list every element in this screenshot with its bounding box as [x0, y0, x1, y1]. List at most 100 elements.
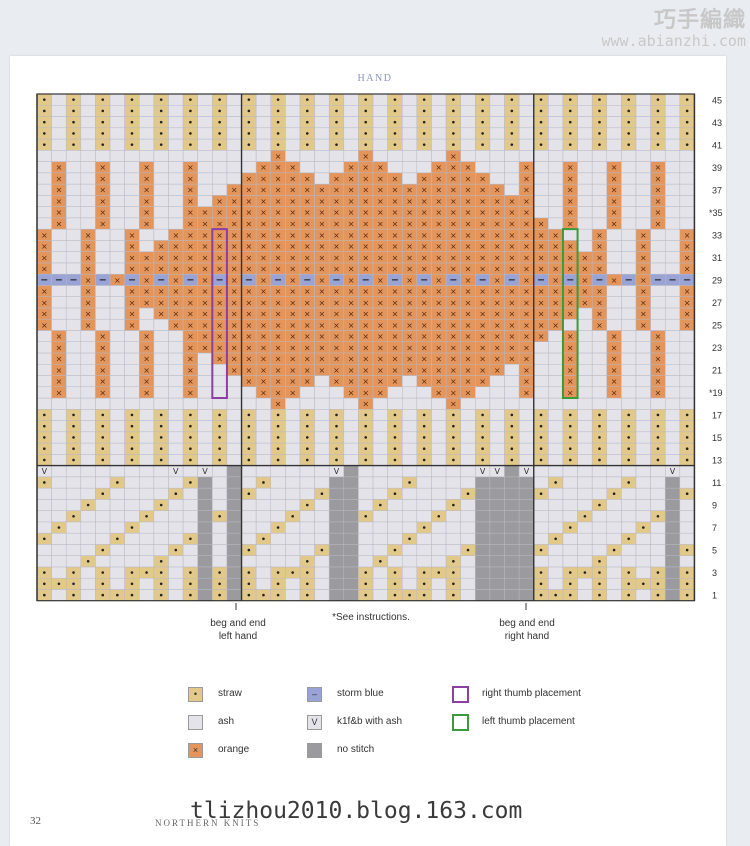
- grid-cell: [226, 161, 242, 174]
- orange-cross: ×: [202, 253, 209, 262]
- orange-cross: ×: [377, 343, 384, 352]
- storm-blue-swatch: –: [307, 687, 322, 702]
- straw-dot: [539, 548, 543, 552]
- straw-dot: [276, 120, 280, 124]
- grid-cell: [548, 352, 564, 365]
- orange-cross: ×: [567, 332, 574, 341]
- orange-cross: ×: [465, 219, 472, 228]
- grid-cell: [80, 206, 96, 219]
- straw-dot: [393, 458, 397, 462]
- straw-dot: [43, 436, 46, 439]
- orange-cross: ×: [319, 219, 326, 228]
- orange-cross: ×: [129, 265, 136, 274]
- orange-cross: ×: [508, 298, 515, 307]
- straw-dot: [685, 458, 689, 462]
- orange-cross: ×: [494, 355, 501, 364]
- orange-cross: ×: [494, 366, 501, 375]
- grid-cell: [460, 150, 476, 162]
- orange-cross: ×: [362, 265, 369, 274]
- grid-cell: [650, 285, 666, 297]
- orange-cross: ×: [333, 310, 340, 319]
- grid-cell: [533, 352, 549, 365]
- straw-dot: [685, 492, 689, 496]
- grid-cell: [124, 397, 140, 410]
- orange-cross: ×: [348, 287, 355, 296]
- straw-dot: [159, 120, 163, 124]
- orange-cross: ×: [406, 208, 413, 217]
- orange-cross: ×: [552, 265, 559, 274]
- grid-cell: [299, 532, 315, 545]
- grid-cell: [577, 521, 593, 534]
- straw-dot: [685, 548, 689, 552]
- grid-cell: [65, 352, 82, 365]
- straw-dot: [218, 593, 221, 597]
- grid-cell: [664, 172, 681, 185]
- grid-cell: [504, 183, 520, 196]
- orange-cross: ×: [202, 242, 209, 251]
- grid-cell: [36, 217, 52, 230]
- grid-cell: [460, 532, 476, 545]
- grid-cell: [124, 465, 140, 478]
- straw-dot: [656, 424, 660, 428]
- straw-dot: [305, 109, 309, 113]
- grid-cell: [109, 93, 125, 106]
- grid-cell: [139, 487, 155, 500]
- grid-cell: [328, 589, 345, 601]
- straw-dot: [568, 132, 572, 135]
- straw-dot: [466, 548, 470, 552]
- row-number: 39: [712, 163, 722, 173]
- grid-cell: [168, 420, 184, 433]
- grid-cell: [314, 465, 330, 478]
- grid-cell: [650, 307, 666, 320]
- grid-cell: [212, 555, 228, 568]
- straw-dot: [393, 120, 397, 124]
- blue-dash: [275, 279, 282, 281]
- grid-cell: [372, 465, 388, 478]
- straw-dot: [568, 143, 572, 146]
- grid-cell: [182, 499, 198, 511]
- grid-cell: [343, 510, 359, 523]
- grid-cell: [577, 228, 593, 241]
- grid-cell: [635, 454, 651, 466]
- orange-cross: ×: [450, 197, 457, 206]
- grid-cell: [328, 510, 345, 523]
- grid-cell: [124, 555, 140, 568]
- grid-cell: [518, 442, 534, 455]
- grid-cell: [51, 150, 67, 162]
- straw-dot: [116, 481, 119, 484]
- grid-cell: [402, 544, 418, 556]
- grid-cell: [664, 195, 681, 207]
- grid-cell: [168, 589, 184, 601]
- grid-cell: [489, 544, 505, 556]
- blue-dash: [362, 279, 369, 281]
- orange-cross: ×: [333, 332, 340, 341]
- straw-dot: [335, 143, 338, 146]
- grid-cell: [51, 465, 67, 478]
- straw-dot: [247, 571, 251, 574]
- legend-k1fb-label: k1f&b with ash: [337, 716, 403, 727]
- orange-cross: ×: [508, 332, 515, 341]
- orange-cross: ×: [435, 287, 442, 296]
- grid-cell: [95, 510, 111, 523]
- grid-cell: [343, 93, 359, 106]
- grid-cell: [153, 375, 169, 388]
- grid-cell: [664, 397, 681, 410]
- grid-cell: [197, 150, 213, 162]
- grid-cell: [139, 397, 155, 410]
- straw-dot: [510, 109, 514, 113]
- grid-cell: [109, 375, 125, 388]
- orange-cross: ×: [611, 366, 618, 375]
- grid-cell: [241, 555, 257, 568]
- straw-dot: [247, 413, 251, 417]
- orange-cross: ×: [479, 332, 486, 341]
- grid-cell: [168, 330, 184, 342]
- straw-dot: [189, 413, 192, 417]
- grid-cell: [548, 150, 564, 162]
- blue-dash: [245, 279, 252, 281]
- grid-cell: [621, 262, 637, 275]
- orange-cross: ×: [523, 197, 530, 206]
- grid-cell: [679, 397, 695, 410]
- grid-cell: [270, 555, 286, 568]
- grid-cell: [431, 116, 447, 129]
- grid-cell: [489, 138, 505, 151]
